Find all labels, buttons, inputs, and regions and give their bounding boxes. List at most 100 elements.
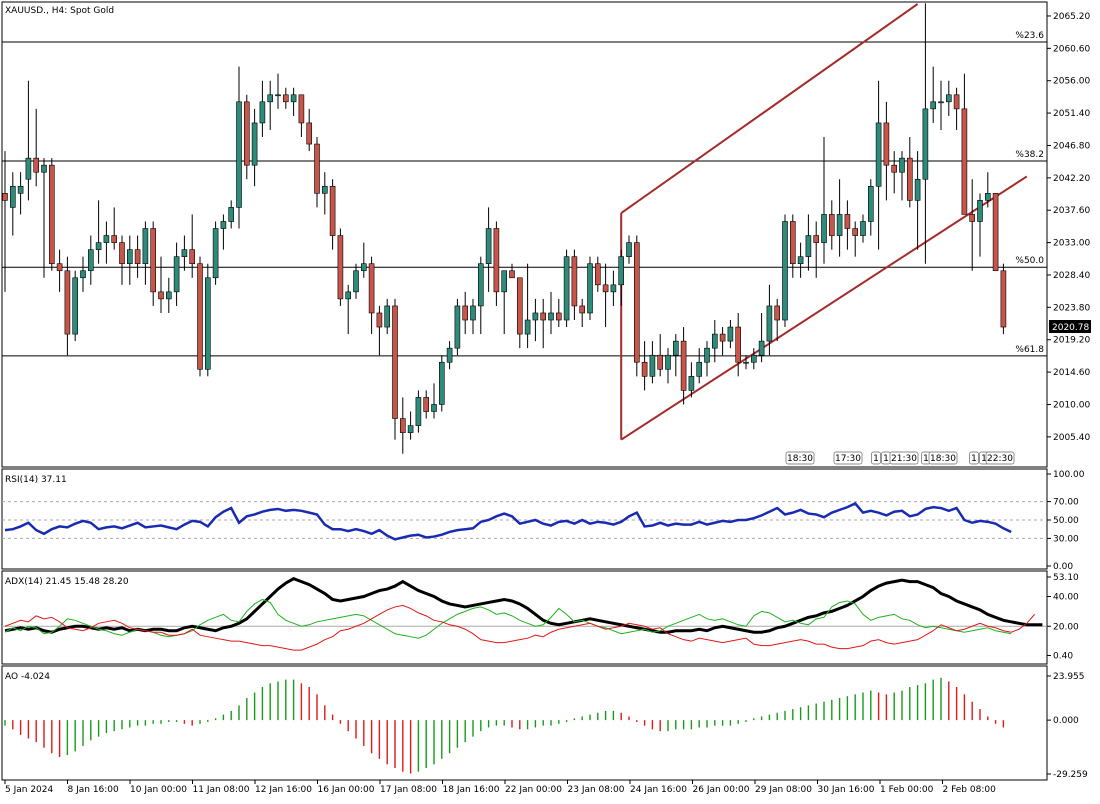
candle-body [290, 94, 297, 103]
candle-body [813, 235, 820, 243]
candle-body [17, 185, 24, 194]
ao-indicator: 23.955 0.000 -29.259 [4, 672, 1088, 780]
candle-body [509, 270, 515, 279]
candle-body [329, 185, 336, 236]
candle-body [758, 340, 765, 356]
candle-body [189, 249, 195, 265]
candle-body [48, 164, 55, 265]
candle-body [914, 178, 921, 201]
time-tick-label: 24 Jan 16:00 [630, 785, 687, 795]
time-tick-label: 26 Jan 00:00 [693, 785, 750, 795]
price-tick-label: 2033.00 [1053, 239, 1090, 249]
candle-body [181, 249, 188, 257]
candle-body [345, 291, 352, 300]
event-marker-label: 1 [883, 454, 889, 464]
candle-body [25, 157, 32, 180]
candle-body [306, 122, 313, 145]
candle-body [56, 263, 63, 272]
candle-body [672, 340, 679, 356]
candle-body [376, 312, 383, 328]
candle-body [821, 214, 827, 243]
candle-body [610, 284, 617, 293]
price-pane-frame [1, 1, 1048, 468]
candle-body [470, 305, 476, 321]
candle-body [657, 354, 664, 370]
candle-body [212, 228, 219, 279]
candle-body [711, 333, 718, 349]
candle-body [805, 235, 812, 257]
current-price-badge [1049, 320, 1091, 333]
candle-body [602, 284, 609, 293]
rsi-pane-frame [1, 468, 1048, 570]
candle-body [368, 263, 375, 314]
candle-body [789, 221, 796, 265]
candle-body [524, 319, 531, 335]
adx-pane-frame [1, 570, 1048, 665]
candle-body [103, 235, 110, 243]
time-tick-label: 29 Jan 08:00 [755, 785, 812, 795]
ao-tick-label: -29.259 [1053, 770, 1088, 780]
price-tick-label: 2023.80 [1053, 303, 1090, 313]
candle-body [111, 235, 117, 243]
candle-body [314, 143, 320, 194]
candle-body [360, 263, 367, 272]
candle-body [166, 291, 172, 300]
time-tick-label: 12 Jan 16:00 [255, 785, 312, 795]
event-marker-label: 1 [873, 454, 879, 464]
candle-body [80, 270, 86, 279]
candle-body [852, 228, 859, 236]
event-marker-label: 17:30 [835, 454, 861, 464]
time-axis: 5 Jan 2024 8 Jan 16:00 10 Jan 00:00 11 Jan … [4, 780, 996, 795]
fib-level-label: %50.0 [1015, 256, 1044, 266]
event-marker [833, 451, 863, 465]
candle-body [516, 277, 523, 335]
candle-body [727, 326, 734, 342]
candle-body [540, 312, 547, 321]
candle-body [587, 263, 593, 314]
price-tick-label: 2051.40 [1053, 109, 1090, 119]
rsi-title: RSI(14) 37.11 [5, 475, 67, 485]
candle-body [719, 333, 726, 342]
candle-body [127, 249, 133, 265]
candle-body [688, 376, 695, 391]
candle-body [883, 122, 890, 166]
candle-body [696, 361, 703, 377]
candle-body [95, 242, 102, 250]
price-tick-label: 2014.60 [1053, 368, 1090, 378]
adx-minus-di-line [4, 604, 1035, 651]
channel-lower-line [620, 175, 1028, 441]
candle-body [626, 242, 632, 257]
price-tick-label: 2042.20 [1053, 174, 1090, 184]
candle-body [72, 277, 78, 335]
candle-body [618, 256, 625, 286]
ao-tick-label: 0.000 [1053, 716, 1079, 726]
candle-body [392, 305, 398, 419]
candle-body [431, 404, 437, 412]
candle-body [205, 277, 211, 370]
time-tick-label: 8 Jan 16:00 [68, 785, 120, 795]
fib-level-label: %61.8 [1015, 345, 1044, 355]
candle-body [735, 326, 742, 363]
candle-body [548, 312, 554, 321]
event-markers: 18:30 17:30 1 1 21:30 1 18:30 1 1 22:30 [785, 451, 1015, 465]
event-marker [985, 451, 1015, 465]
candle-body [774, 305, 781, 321]
candle-body [797, 256, 804, 265]
rsi-tick-label: 50.00 [1053, 516, 1079, 526]
candle-body [953, 94, 960, 110]
rsi-tick-label: 100.00 [1053, 470, 1085, 480]
time-tick-label: 10 Jan 00:00 [130, 785, 187, 795]
event-marker-label: 1 [981, 454, 987, 464]
candle-body [922, 108, 929, 180]
candle-body [220, 221, 227, 229]
candle-body [337, 235, 344, 300]
candle-body [555, 312, 562, 321]
time-tick-label: 30 Jan 16:00 [818, 785, 875, 795]
ao-title: AO -4.024 [5, 672, 50, 682]
time-tick-label: 1 Feb 00:00 [880, 785, 934, 795]
price-tick-label: 2028.40 [1053, 271, 1090, 281]
rsi-line [4, 501, 1012, 541]
candle-body [353, 270, 359, 293]
